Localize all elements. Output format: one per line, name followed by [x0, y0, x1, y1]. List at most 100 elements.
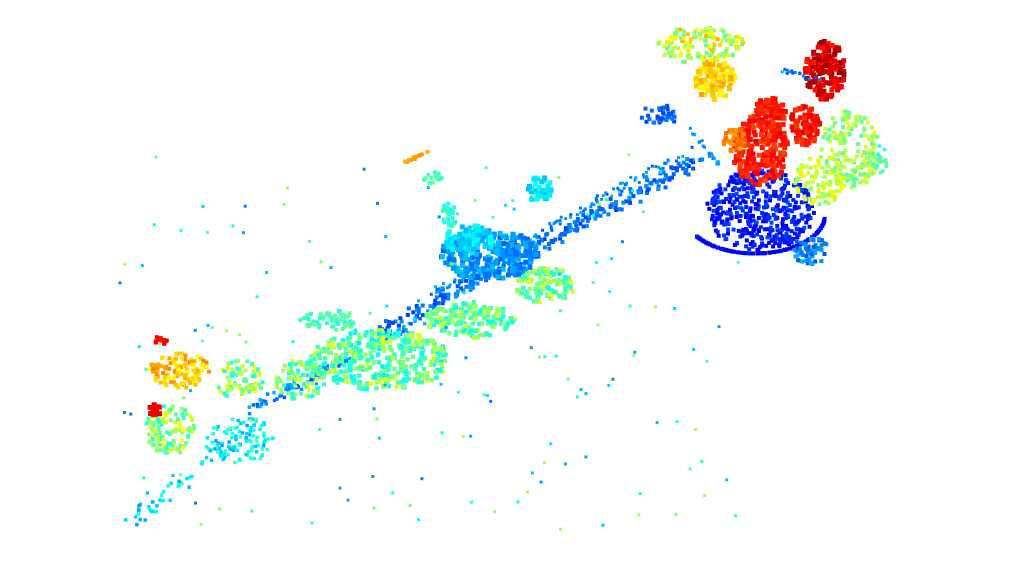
- cloud-point: [253, 381, 258, 386]
- cloud-point: [595, 209, 600, 214]
- cloud-point: [289, 396, 294, 401]
- cloud-point: [740, 185, 745, 190]
- cloud-point: [764, 173, 770, 179]
- cloud-point: [221, 457, 225, 462]
- cloud-point: [470, 273, 476, 279]
- cloud-point: [795, 226, 800, 231]
- cloud-point: [734, 215, 739, 219]
- cloud-point: [814, 169, 819, 174]
- cloud-point: [401, 329, 405, 334]
- cloud-point: [382, 348, 387, 353]
- cloud-point: [151, 367, 156, 372]
- cloud-point: [728, 179, 732, 184]
- cloud-point: [661, 179, 665, 184]
- cloud-point: [274, 375, 279, 380]
- cloud-point: [586, 212, 589, 216]
- cloud-point: [822, 50, 828, 56]
- cloud-point: [780, 163, 786, 169]
- cloud-point: [715, 207, 720, 212]
- cloud-point: [419, 379, 425, 385]
- cloud-point: [432, 170, 437, 175]
- cloud-point: [878, 170, 883, 175]
- cloud-point: [771, 212, 776, 217]
- cloud-point: [247, 433, 252, 437]
- cloud-point: [190, 429, 195, 434]
- cloud-point: [790, 69, 794, 73]
- cloud-point: [438, 349, 443, 355]
- cloud-point: [340, 377, 345, 383]
- cloud-point: [608, 204, 613, 209]
- cloud-point: [453, 254, 457, 258]
- cloud-point: [575, 395, 579, 399]
- cloud-point: [710, 217, 714, 222]
- cloud-point: [667, 112, 672, 117]
- cloud-point: [151, 402, 157, 408]
- cloud-point: [463, 309, 469, 315]
- cloud-point: [548, 273, 553, 279]
- cloud-point: [330, 340, 335, 346]
- cloud-point: [247, 411, 252, 416]
- cloud-point: [235, 359, 240, 363]
- cloud-point: [815, 194, 820, 199]
- cloud-point: [187, 485, 191, 489]
- cloud-point: [522, 241, 528, 247]
- cloud-point: [785, 240, 790, 245]
- cloud-point: [468, 287, 473, 292]
- cloud-point: [704, 69, 710, 75]
- cloud-point: [225, 366, 230, 371]
- cloud-point: [715, 160, 719, 164]
- cloud-point: [409, 345, 415, 351]
- cloud-point: [159, 442, 164, 447]
- cloud-point: [260, 447, 264, 451]
- cloud-point: [809, 253, 814, 258]
- cloud-point: [753, 178, 757, 183]
- cloud-point: [649, 108, 654, 113]
- cloud-point: [432, 342, 437, 347]
- cloud-point: [768, 113, 774, 119]
- cloud-point: [491, 215, 495, 219]
- cloud-point: [189, 357, 194, 362]
- cloud-point: [784, 223, 789, 228]
- cloud-point: [309, 377, 313, 382]
- cloud-point: [290, 359, 295, 363]
- cloud-point: [199, 522, 203, 526]
- cloud-point: [307, 373, 312, 378]
- cloud-point: [756, 247, 761, 252]
- cloud-point: [444, 239, 450, 245]
- cloud-point: [370, 343, 375, 349]
- cloud-point: [525, 254, 530, 259]
- cloud-point: [717, 325, 721, 329]
- cloud-point: [841, 109, 846, 114]
- cloud-point: [542, 237, 547, 242]
- cloud-point: [701, 66, 707, 72]
- cloud-point: [463, 228, 469, 234]
- cloud-point: [303, 365, 308, 370]
- cloud-point: [814, 129, 820, 134]
- cloud-point: [768, 138, 773, 143]
- cloud-point: [809, 106, 814, 112]
- cloud-point: [529, 277, 535, 283]
- cloud-point: [306, 383, 311, 388]
- cloud-point: [247, 405, 251, 409]
- cloud-point: [435, 306, 440, 311]
- cloud-point: [195, 354, 200, 359]
- cloud-point: [563, 462, 567, 466]
- cloud-point: [323, 346, 329, 352]
- cloud-point: [262, 434, 266, 438]
- cloud-point: [244, 436, 248, 440]
- cloud-point: [826, 164, 831, 169]
- cloud-point: [864, 133, 869, 138]
- cloud-point: [451, 210, 455, 215]
- cloud-point: [777, 160, 782, 166]
- cloud-point: [258, 398, 262, 402]
- cloud-point: [641, 173, 645, 177]
- cloud-point: [846, 157, 850, 162]
- cloud-point: [418, 357, 423, 362]
- cloud-point: [884, 164, 888, 169]
- cloud-point: [163, 366, 168, 371]
- cloud-point: [150, 427, 155, 432]
- cloud-point: [761, 219, 766, 224]
- cloud-point: [533, 251, 539, 257]
- cloud-point: [823, 241, 828, 246]
